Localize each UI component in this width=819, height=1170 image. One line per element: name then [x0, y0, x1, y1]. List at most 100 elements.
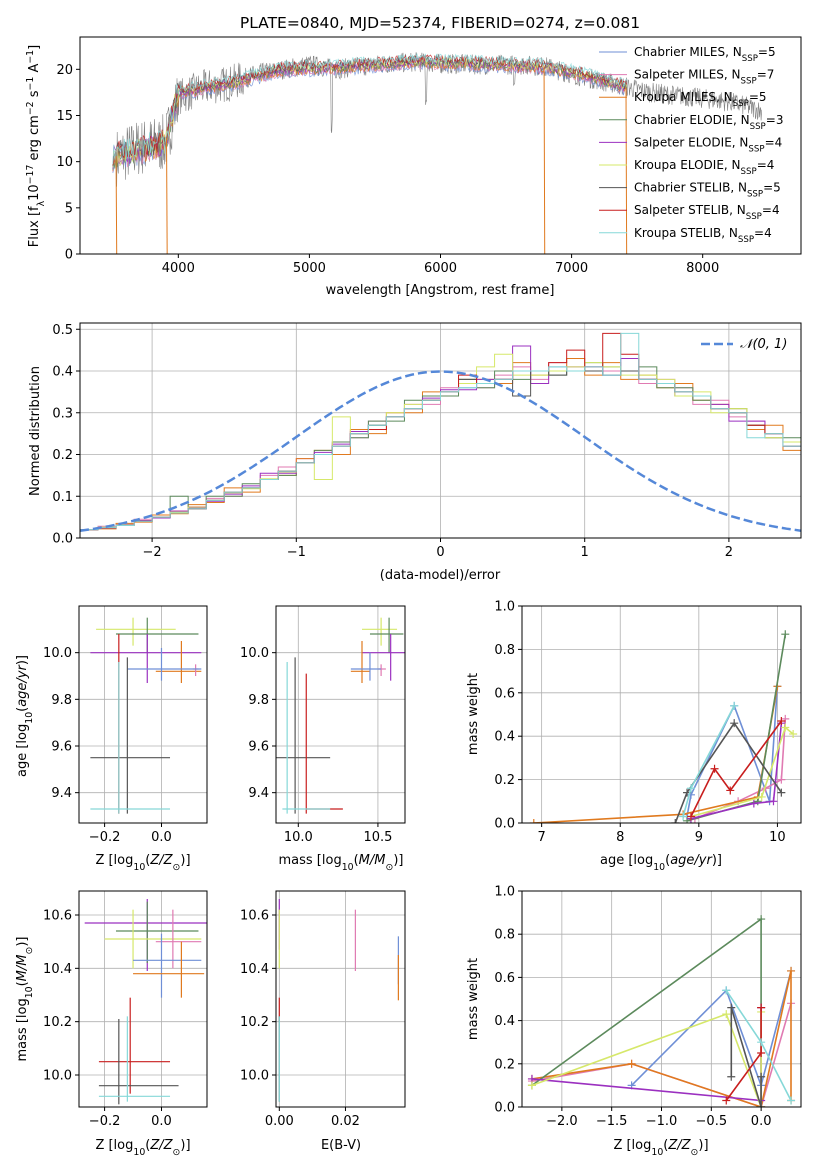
x-tick-label: 8000 — [686, 261, 719, 276]
mass-weight-marker — [730, 719, 739, 728]
mass-weight-marker — [683, 816, 692, 823]
x-tick-label: −0.2 — [89, 1114, 121, 1129]
y-tick-label: 9.8 — [248, 693, 269, 708]
age-vs-Z-panel: −0.2 0.0 9.4 9.6 9.8 10.0 — [43, 605, 208, 845]
x-tick-label: −0.2 — [89, 830, 121, 845]
mass-weight-series — [531, 970, 792, 1107]
y-tick-label: 0.4 — [494, 730, 515, 745]
histogram-series — [80, 357, 801, 538]
legend-entry: Salpeter MILES, NSSP=7 — [634, 68, 774, 87]
gaussian-curve — [80, 370, 801, 532]
axes-frame — [275, 605, 406, 824]
y-tick-label: 0.2 — [52, 448, 73, 463]
spectrum-plot-area — [112, 52, 762, 254]
mass-weight-series — [674, 721, 783, 823]
mass-weight-marker — [777, 775, 786, 784]
x-tick-label: 8 — [616, 830, 624, 845]
mass-weight-marker — [757, 1003, 766, 1012]
model-spectrum-edge — [115, 156, 118, 254]
mass-weight-marker — [671, 819, 680, 823]
y-tick-label: 0.3 — [52, 406, 73, 421]
y-axis-label: mass weight — [466, 673, 481, 755]
mass-weight-marker — [781, 630, 790, 639]
mass-vs-EBV-plot-area — [276, 891, 405, 1107]
mass-weight-series — [730, 1007, 762, 1107]
histogram-series — [80, 362, 801, 538]
mass-weight-marker — [722, 1010, 731, 1019]
x-tick-label: 9 — [695, 830, 703, 845]
y-tick-label: 9.6 — [248, 740, 269, 755]
x-tick-label: 0.0 — [151, 830, 172, 845]
figure-title: PLATE=0840, MJD=52374, FIBERID=0274, z=0… — [240, 14, 640, 32]
x-axis-label: Z [log10(Z/Z⊙)] — [613, 1138, 708, 1158]
y-tick-label: 10.4 — [240, 962, 269, 977]
x-tick-label: 0 — [436, 545, 444, 560]
model-spectrum-edge — [625, 87, 628, 254]
x-axis-label: Z [log10(Z/Z⊙)] — [95, 1138, 190, 1158]
mass-weight-marker — [730, 701, 739, 710]
x-tick-label: 10 — [769, 830, 786, 845]
legend-entry: Chabrier ELODIE, NSSP=3 — [634, 113, 783, 132]
x-tick-label: −1.0 — [646, 1114, 678, 1129]
y-tick-label: 9.4 — [51, 786, 72, 801]
histogram-series — [80, 332, 801, 538]
x-axis-label: mass [log10(M/M⊙)] — [279, 853, 404, 873]
y-tick-label: 0.5 — [52, 323, 73, 338]
x-tick-label: −1 — [287, 545, 306, 560]
age-vs-Z-plot-area — [79, 606, 207, 823]
axes-frame — [521, 605, 802, 824]
x-tick-label: 0.0 — [151, 1114, 172, 1129]
model-spectrum-edge — [166, 138, 168, 254]
y-tick-label: 10.2 — [43, 1015, 72, 1030]
y-tick-label: 10.6 — [43, 909, 72, 924]
y-tick-label: 9.4 — [248, 786, 269, 801]
age-vs-mass-panel: 10.0 10.5 9.4 9.6 9.8 10.0 — [240, 605, 406, 845]
y-tick-label: 0.1 — [52, 490, 73, 505]
mass-weight-marker — [777, 717, 786, 726]
spectrum-panel: 4000 5000 6000 7000 8000 0 5 10 15 20 — [56, 36, 802, 276]
mass-weight-vs-Z-panel: −2.0 −1.5 −1.0 −0.5 0.0 0.0 0.2 0.4 0.6 0.8 1.0 — [494, 885, 802, 1129]
x-tick-label: 0.00 — [265, 1114, 294, 1129]
mass-vs-Z-plot-area — [79, 891, 207, 1107]
mass-vs-Z-panel: −0.2 0.0 10.0 10.2 10.4 10.6 — [43, 890, 208, 1129]
y-tick-label: 0.8 — [494, 643, 515, 658]
y-tick-label: 0.2 — [494, 1057, 515, 1072]
mass-weight-marker — [777, 788, 786, 797]
x-tick-label: 2 — [725, 545, 733, 560]
x-axis-label: E(B-V) — [321, 1138, 361, 1153]
y-tick-label: 15 — [56, 109, 73, 124]
x-tick-label: 0.0 — [751, 1114, 772, 1129]
age-vs-mass-plot-area — [276, 606, 405, 823]
histogram-series — [80, 366, 801, 538]
x-axis-label: age [log10(age/yr)] — [600, 853, 722, 873]
mass-weight-marker — [726, 786, 735, 795]
mass-weight-vs-age-panel: 7 8 9 10 0.0 0.2 0.4 0.6 0.8 1.0 — [494, 600, 802, 845]
histogram-series — [80, 353, 801, 538]
mass-weight-series — [531, 1012, 762, 1107]
legend-entry: 𝒩(0, 1) — [740, 337, 787, 352]
mass-weight-marker — [787, 1096, 796, 1105]
mass-weight-vs-age-plot-area — [522, 606, 801, 823]
x-tick-label: 5000 — [293, 261, 326, 276]
x-tick-label: 10.5 — [363, 830, 392, 845]
x-tick-label: 7000 — [555, 261, 588, 276]
mass-weight-marker — [781, 723, 790, 732]
y-axis-label: Flux [fλ10−17 erg cm−2 s−1 A−1] — [25, 45, 47, 247]
mass-weight-marker — [722, 1096, 731, 1105]
y-tick-label: 0.4 — [494, 1014, 515, 1029]
y-axis-label: age [log10(age/yr)] — [15, 655, 35, 777]
mass-weight-marker — [757, 792, 766, 801]
mass-weight-marker — [757, 915, 766, 924]
mass-weight-marker — [757, 1049, 766, 1057]
y-tick-label: 10.4 — [43, 962, 72, 977]
mass-weight-marker — [727, 1072, 736, 1081]
legend-entry: Salpeter ELODIE, NSSP=4 — [634, 135, 782, 154]
legend: 𝒩(0, 1) — [701, 337, 787, 352]
mass-weight-marker — [710, 764, 719, 773]
mass-weight-marker — [722, 986, 731, 995]
legend-entry: Chabrier STELIB, NSSP=5 — [634, 181, 781, 200]
y-tick-label: 1.0 — [494, 885, 515, 900]
legend-entry: Chabrier MILES, NSSP=5 — [634, 45, 776, 64]
y-axis-label: mass [log10(M/M⊙)] — [15, 937, 35, 1062]
